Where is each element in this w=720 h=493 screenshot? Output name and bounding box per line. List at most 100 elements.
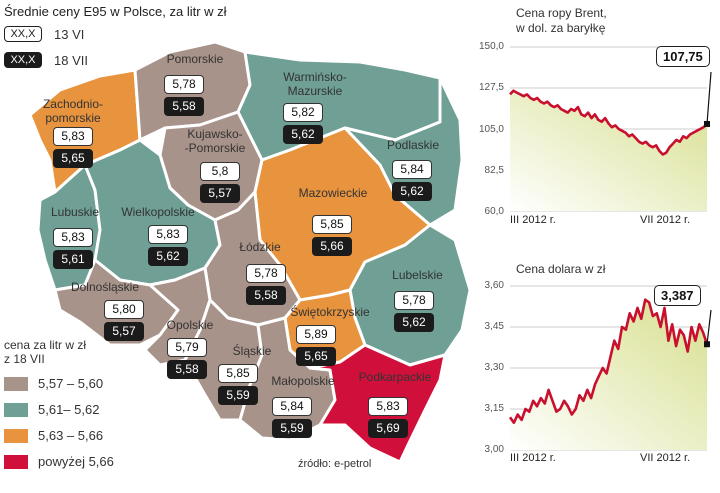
usd-ytick-1: 3,60: [484, 280, 504, 291]
region-values-slaskie: 5,85 5,59: [218, 364, 258, 405]
brent-xtick-2: VII 2012 r.: [640, 214, 691, 226]
scale-item-2: 5,61– 5,62: [4, 402, 99, 417]
region-label-opolskie: Opolskie: [166, 318, 214, 332]
region-label-dolnoslaskie: Dolnośląskie: [70, 280, 140, 294]
usd-chart-title: Cena dolara w zł: [516, 262, 606, 276]
value-june-mazowieckie: 5,85: [312, 215, 352, 234]
region-values-pomorskie: 5,78 5,58: [164, 75, 204, 116]
value-july-dolnoslaskie: 5,57: [104, 322, 144, 341]
region-values-swietokrzyskie: 5,89 5,65: [296, 325, 336, 366]
scale-item-4: powyżej 5,66: [4, 454, 114, 469]
region-label-podlaskie: Podlaskie: [386, 138, 440, 152]
scale-label-4: powyżej 5,66: [38, 454, 114, 469]
usd-xtick-1: III 2012 r.: [510, 452, 556, 464]
region-label-slaskie: Śląskie: [232, 344, 272, 358]
value-july-mazowieckie: 5,66: [312, 237, 352, 256]
source-note: źródło: e-petrol: [298, 458, 372, 470]
legend-june: XX,X 13 VI: [4, 26, 84, 42]
value-july-slaskie: 5,59: [218, 386, 258, 405]
value-july-malopolskie: 5,59: [272, 419, 312, 438]
usd-ytick-3: 3,30: [484, 362, 504, 373]
value-june-lubuskie: 5,83: [53, 228, 93, 247]
scale-swatch-2: [4, 402, 28, 417]
region-label-lubuskie: Lubuskie: [50, 205, 100, 219]
scale-label-1: 5,57 – 5,60: [38, 376, 104, 391]
brent-ytick-5: 60,0: [484, 206, 504, 217]
value-june-swietokrzyskie: 5,89: [296, 325, 336, 344]
usd-callout-line: [706, 309, 712, 345]
scale-swatch-4: [4, 454, 28, 469]
value-june-slaskie: 5,85: [218, 364, 258, 383]
map-title: Średnie ceny E95 w Polsce, za litr w zł: [4, 4, 227, 19]
region-label-swietokrzyskie: Świętokrzyskie: [290, 305, 370, 319]
brent-callout-line: [706, 71, 712, 125]
brent-series-line: [509, 89, 708, 156]
region-values-lubelskie: 5,78 5,62: [394, 291, 434, 332]
value-july-podlaskie: 5,62: [392, 182, 432, 201]
region-values-lubuskie: 5,83 5,61: [53, 228, 93, 269]
value-june-warminsko: 5,82: [283, 103, 323, 122]
legend-june-sample: XX,X: [4, 26, 42, 42]
region-label-podkarpackie: Podkarpackie: [358, 370, 432, 384]
brent-last-value: 107,75: [656, 46, 710, 67]
region-label-lubelskie: Lubelskie: [392, 268, 443, 282]
value-june-podkarpackie: 5,83: [368, 397, 408, 416]
legend-july-label: 18 VII: [54, 52, 88, 68]
value-july-opolskie: 5,58: [167, 360, 207, 379]
region-label-zachodniopomorskie: Zachodnio- pomorskie: [42, 97, 104, 125]
region-label-kujawsko: Kujawsko- -Pomorskie: [184, 127, 246, 155]
region-values-zachodniopomorskie: 5,83 5,65: [53, 127, 93, 168]
region-values-lodzkie: 5,78 5,58: [246, 264, 286, 305]
value-july-zachodniopomorskie: 5,65: [53, 149, 93, 168]
region-values-dolnoslaskie: 5,80 5,57: [104, 300, 144, 341]
legend-july: XX,X 18 VII: [4, 52, 88, 68]
scale-label-3: 5,63 – 5,66: [38, 428, 104, 443]
legend-july-sample: XX,X: [4, 52, 42, 68]
brent-area: [510, 90, 707, 211]
value-june-dolnoslaskie: 5,80: [104, 300, 144, 319]
value-july-swietokrzyskie: 5,65: [296, 347, 336, 366]
legend-june-label: 13 VI: [54, 26, 85, 42]
brent-ytick-1: 150,0: [478, 41, 504, 52]
region-values-opolskie: 5,79 5,58: [167, 338, 207, 379]
region-label-wielkopolskie: Wielkopolskie: [121, 205, 195, 219]
usd-area: [510, 299, 707, 450]
scale-title: cena za litr w zł z 18 VII: [4, 338, 87, 366]
brent-xtick-1: III 2012 r.: [510, 214, 556, 226]
value-june-lubelskie: 5,78: [394, 291, 434, 310]
value-july-pomorskie: 5,58: [164, 97, 204, 116]
usd-series-line: [508, 298, 709, 424]
region-values-podlaskie: 5,84 5,62: [392, 160, 432, 201]
scale-swatch-1: [4, 376, 28, 391]
value-june-wielkopolskie: 5,83: [148, 225, 188, 244]
region-values-mazowieckie: 5,85 5,66: [312, 215, 352, 256]
usd-ytick-5: 3,00: [484, 444, 504, 455]
region-values-kujawsko: 5,8 5,57: [200, 162, 240, 203]
value-july-wielkopolskie: 5,62: [148, 247, 188, 266]
value-july-kujawsko: 5,57: [200, 184, 240, 203]
scale-label-2: 5,61– 5,62: [38, 402, 100, 417]
usd-ytick-4: 3,15: [484, 403, 504, 414]
value-july-lubuskie: 5,61: [53, 250, 93, 269]
value-june-pomorskie: 5,78: [164, 75, 204, 94]
usd-ytick-2: 3,45: [484, 321, 504, 332]
region-label-malopolskie: Małopolskie: [271, 374, 335, 388]
region-label-warminsko: Warmińsko- Mazurskie: [283, 70, 347, 98]
brent-ytick-3: 105,0: [478, 124, 504, 135]
value-july-warminsko: 5,62: [283, 125, 323, 144]
brent-ytick-2: 127,5: [478, 82, 504, 93]
scale-swatch-3: [4, 428, 28, 443]
value-june-opolskie: 5,79: [167, 338, 207, 357]
value-june-malopolskie: 5,84: [272, 397, 312, 416]
value-july-podkarpackie: 5,69: [368, 419, 408, 438]
value-july-lubelskie: 5,62: [394, 313, 434, 332]
region-label-pomorskie: Pomorskie: [166, 52, 224, 66]
scale-item-1: 5,57 – 5,60: [4, 376, 103, 391]
value-june-podlaskie: 5,84: [392, 160, 432, 179]
region-values-malopolskie: 5,84 5,59: [272, 397, 312, 438]
region-values-wielkopolskie: 5,83 5,62: [148, 225, 188, 266]
value-june-kujawsko: 5,8: [200, 162, 240, 181]
brent-chart-title: Cena ropy Brent, w dol. za baryłkę: [516, 6, 607, 35]
brent-ytick-4: 82,5: [484, 165, 504, 176]
